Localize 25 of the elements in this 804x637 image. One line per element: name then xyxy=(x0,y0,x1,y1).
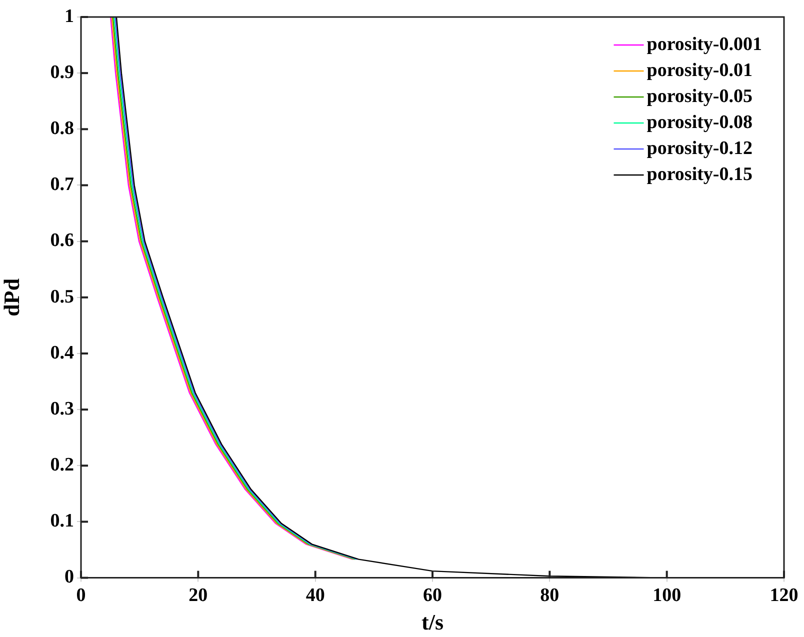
y-tick-label: 0.9 xyxy=(50,62,74,83)
legend-label: porosity-0.12 xyxy=(646,138,752,159)
y-tick-label: 0 xyxy=(64,566,74,588)
legend-label: porosity-0.08 xyxy=(646,112,752,133)
legend-label: porosity-0.15 xyxy=(646,164,752,185)
y-axis-title: dPd xyxy=(0,278,24,316)
y-tick-label: 0.3 xyxy=(50,398,74,420)
legend-label: porosity-0.01 xyxy=(646,60,752,81)
legend-label: porosity-0.001 xyxy=(646,34,762,55)
y-tick-label: 0.2 xyxy=(50,454,74,476)
x-axis-title: t/s xyxy=(422,609,444,634)
x-tick-label: 60 xyxy=(423,585,442,606)
legend-label: porosity-0.05 xyxy=(646,86,752,107)
y-tick-label: 0.4 xyxy=(50,342,74,364)
x-tick-label: 120 xyxy=(770,585,798,606)
x-tick-label: 80 xyxy=(540,585,560,606)
y-tick-label: 0.8 xyxy=(50,118,74,140)
y-tick-label: 0.5 xyxy=(50,286,74,308)
x-tick-label: 100 xyxy=(652,585,682,606)
x-tick-label: 40 xyxy=(306,585,325,606)
y-tick-label: 0.1 xyxy=(50,510,74,532)
y-tick-label: 0.6 xyxy=(50,230,74,252)
x-tick-label: 20 xyxy=(188,585,208,606)
y-tick-label: 1 xyxy=(64,6,74,27)
y-tick-label: 0.7 xyxy=(50,174,74,196)
